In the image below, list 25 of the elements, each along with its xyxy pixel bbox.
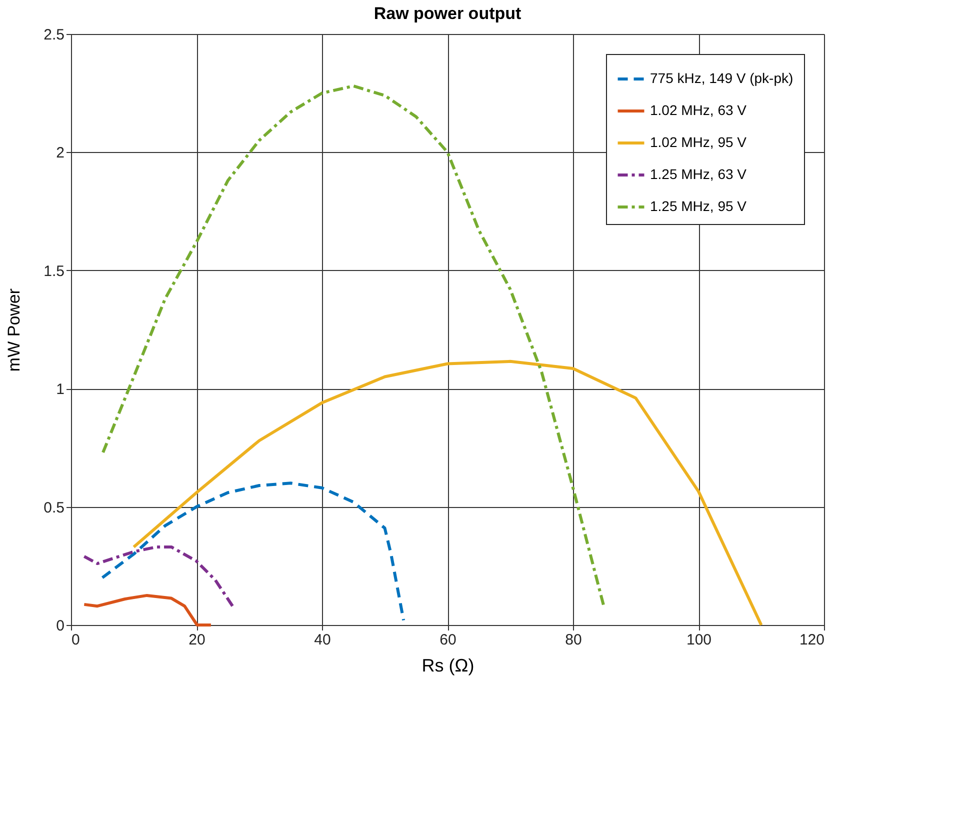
line-series [132,360,763,626]
line-series [82,545,236,610]
y-tick-label: 0 [56,618,64,634]
x-tick-label: 60 [440,632,456,648]
x-tick-label: 20 [188,632,206,648]
legend-label: 1.25 MHz, 95 V [650,198,748,214]
y-tick-label: 0.5 [44,499,64,516]
y-tick-label: 2 [56,144,64,162]
legend-label: 775 kHz, 149 V (pk-pk) [650,70,794,86]
x-tick-label: 40 [314,632,331,648]
x-tick-label: 80 [565,632,582,648]
x-tick-label: 120 [799,632,824,648]
legend-label: 1.25 MHz, 63 V [650,166,748,182]
line-series [82,594,212,626]
line-series [100,482,406,622]
x-axis-title: Rs (Ω) [422,656,474,676]
y-axis-title: mW Power [4,288,24,372]
y-tick-label: 1.5 [44,262,64,280]
y-tick-label: 1 [56,381,64,398]
legend-label: 1.02 MHz, 63 V [650,102,748,118]
legend-label: 1.02 MHz, 95 V [650,134,748,150]
chart-title: Raw power output [374,4,522,23]
y-tick-label: 2.5 [44,26,64,44]
x-tick-label: 100 [686,632,712,648]
x-tick-label: 0 [72,632,80,648]
